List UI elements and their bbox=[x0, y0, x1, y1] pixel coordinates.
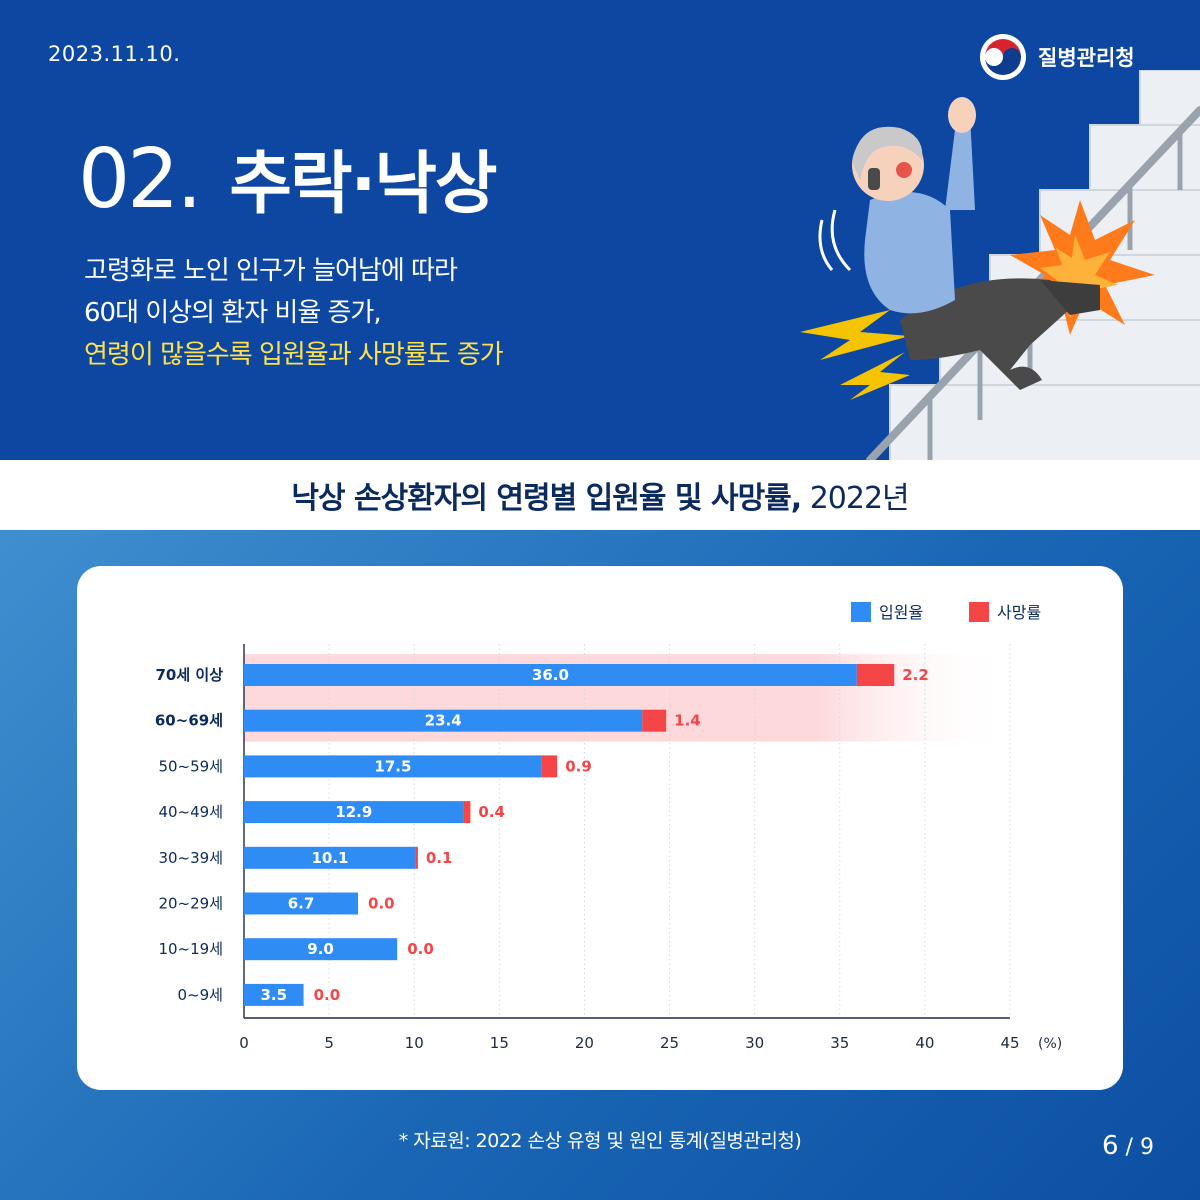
x-tick-label: 10 bbox=[405, 1034, 424, 1052]
death-bar bbox=[642, 709, 667, 732]
x-tick-label: 15 bbox=[490, 1034, 509, 1052]
admission-value-label: 6.7 bbox=[288, 895, 315, 913]
description-highlight: 연령이 많을수록 입원율과 사망률도 증가 bbox=[84, 340, 504, 370]
death-value-label: 0.1 bbox=[426, 849, 453, 867]
legend-admission-label: 입원율 bbox=[879, 603, 923, 622]
legs bbox=[900, 278, 1080, 390]
legend-death-label: 사망률 bbox=[997, 603, 1041, 622]
death-value-label: 1.4 bbox=[674, 712, 701, 730]
legend-death-swatch bbox=[969, 602, 989, 622]
admission-bar bbox=[244, 892, 359, 915]
admission-bar bbox=[244, 664, 857, 686]
admission-value-label: 23.4 bbox=[425, 712, 462, 730]
category-label: 0~9세 bbox=[178, 986, 223, 1004]
death-value-label: 0.0 bbox=[314, 986, 341, 1004]
admission-bar bbox=[244, 709, 643, 732]
admission-value-label: 17.5 bbox=[374, 757, 411, 775]
category-label: 10~19세 bbox=[158, 940, 223, 958]
admission-bar bbox=[244, 983, 304, 1006]
page-current: 6 bbox=[1102, 1131, 1119, 1161]
admission-bar bbox=[244, 846, 416, 869]
death-bar bbox=[463, 801, 471, 824]
admission-value-label: 9.0 bbox=[307, 940, 334, 958]
x-tick-label: 25 bbox=[660, 1034, 679, 1052]
section-number: 02. bbox=[78, 132, 202, 227]
x-tick-label: 30 bbox=[745, 1034, 764, 1052]
date: 2023.11.10. bbox=[48, 42, 181, 66]
source-note: * 자료원: 2022 손상 유형 및 원인 통계(질병관리청) bbox=[398, 1130, 802, 1152]
death-value-label: 2.2 bbox=[902, 666, 929, 684]
category-label: 40~49세 bbox=[158, 803, 223, 821]
section-title: 추락·낙상 bbox=[229, 145, 497, 224]
death-bar bbox=[415, 846, 418, 869]
page-total: / 9 bbox=[1118, 1135, 1154, 1160]
category-label: 60~69세 bbox=[155, 712, 223, 730]
x-tick-label: 5 bbox=[324, 1034, 334, 1052]
category-label: 70세 이상 bbox=[156, 666, 224, 684]
description: 고령화로 노인 인구가 늘어남에 따라 60대 이상의 환자 비율 증가, 연령… bbox=[84, 250, 504, 376]
x-tick-label: 35 bbox=[830, 1034, 849, 1052]
chart-title-main: 낙상 손상환자의 연령별 입원율 및 사망률, bbox=[291, 481, 802, 516]
x-tick-label: 20 bbox=[575, 1034, 594, 1052]
x-tick-label: 45 bbox=[1000, 1034, 1019, 1052]
admission-value-label: 36.0 bbox=[532, 666, 569, 684]
category-label: 30~39세 bbox=[158, 849, 223, 867]
lightning bbox=[800, 310, 910, 360]
category-label: 20~29세 bbox=[158, 895, 223, 913]
death-value-label: 0.0 bbox=[407, 940, 434, 958]
admission-value-label: 3.5 bbox=[260, 986, 287, 1004]
chart-card: 0 5 10 15 20 25 30 35 40 45 (%) 70세 이상 36.0 2.2 60~69세… bbox=[77, 566, 1123, 1090]
admission-value-label: 10.1 bbox=[311, 849, 348, 867]
falling-elderly-illustration bbox=[800, 70, 1200, 460]
chart-title: 낙상 손상환자의 연령별 입원율 및 사망률, 2022년 bbox=[291, 473, 910, 517]
x-unit-label: (%) bbox=[1038, 1036, 1062, 1052]
death-value-label: 0.0 bbox=[368, 895, 395, 913]
org-name: 질병관리청 bbox=[1038, 46, 1135, 70]
admission-value-label: 12.9 bbox=[335, 803, 372, 821]
x-tick-label: 0 bbox=[239, 1034, 249, 1052]
death-bar bbox=[541, 755, 558, 778]
header-section: 2023.11.10. 질병관리청 02. 추락·낙상 고령화로 노인 인구가 … bbox=[0, 0, 1200, 460]
x-tick-label: 40 bbox=[915, 1034, 934, 1052]
description-line-1: 고령화로 노인 인구가 늘어남에 따라 bbox=[84, 256, 458, 286]
page-indicator: 6 / 9 bbox=[1102, 1131, 1154, 1161]
death-value-label: 0.4 bbox=[478, 803, 505, 821]
death-bar bbox=[856, 664, 895, 686]
description-line-2: 60대 이상의 환자 비율 증가, bbox=[84, 298, 382, 328]
admission-bar bbox=[244, 801, 464, 824]
legend-admission-swatch bbox=[851, 602, 871, 622]
org-logo: 질병관리청 bbox=[978, 32, 1135, 82]
chart-title-year: 2022년 bbox=[801, 481, 910, 516]
death-value-label: 0.9 bbox=[565, 757, 592, 775]
headline: 02. 추락·낙상 bbox=[78, 128, 498, 227]
category-label: 50~59세 bbox=[158, 757, 223, 775]
bar-chart: 0 5 10 15 20 25 30 35 40 45 (%) 70세 이상 36.0 2.2 60~69세… bbox=[155, 602, 1062, 1052]
body bbox=[864, 192, 955, 314]
taegeuk-icon bbox=[980, 34, 1026, 80]
admission-bar bbox=[244, 755, 542, 778]
admission-bar bbox=[244, 938, 398, 961]
chart-title-band: 낙상 손상환자의 연령별 입원율 및 사망률, 2022년 bbox=[0, 460, 1200, 530]
